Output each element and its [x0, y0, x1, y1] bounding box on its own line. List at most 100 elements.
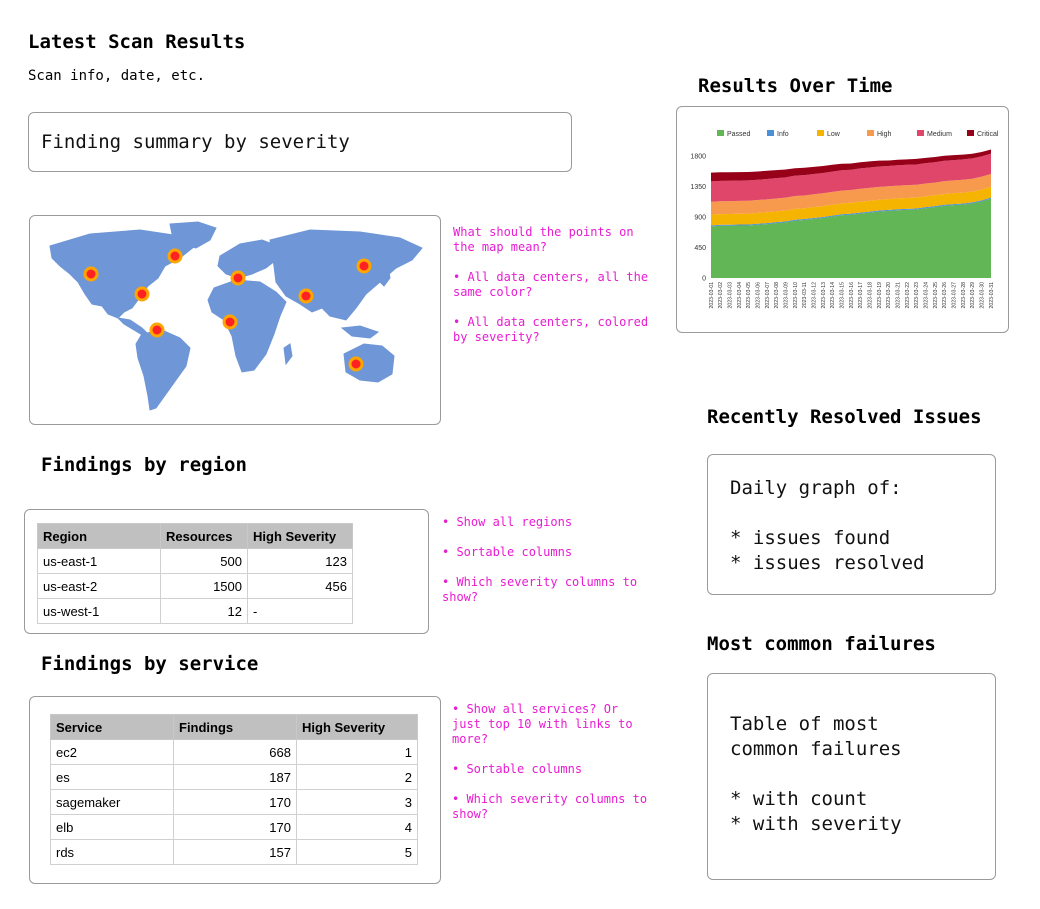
map-point-east-asia[interactable] — [356, 258, 372, 274]
map-point-europe[interactable] — [230, 270, 246, 286]
legend-label-high: High — [877, 131, 892, 138]
region-section-title: Findings by region — [41, 454, 247, 476]
madagascar-shape — [283, 343, 293, 366]
x-tick-label: 2023-03-01 — [709, 282, 715, 309]
africa-shape — [207, 279, 287, 373]
x-tick-label: 2023-03-19 — [877, 282, 883, 309]
table-row: rds 157 5 — [50, 839, 418, 865]
area-series-critical — [711, 149, 991, 182]
legend-label-medium: Medium — [927, 131, 952, 138]
region-cell: us-west-1 — [37, 598, 161, 624]
legend-swatch-high — [867, 130, 874, 136]
x-tick-label: 2023-03-08 — [774, 282, 780, 309]
x-tick-label: 2023-03-29 — [970, 282, 976, 309]
findings-cell: 157 — [173, 839, 297, 865]
legend-label-low: Low — [827, 131, 841, 138]
map-point-australia[interactable] — [348, 356, 364, 372]
service-notes: • Show all services? Or just top 10 with… — [452, 702, 652, 837]
legend-swatch-passed — [717, 130, 724, 136]
map-point-canada-east[interactable] — [167, 248, 183, 264]
world-map-panel — [29, 215, 441, 425]
region-note-2: • Sortable columns — [442, 545, 573, 559]
region-note-1: • Show all regions — [442, 515, 573, 529]
legend-swatch-critical — [967, 130, 974, 136]
findings-cell: 170 — [173, 814, 297, 840]
severity-summary-box: Finding summary by severity — [28, 112, 572, 172]
area-series-passed — [711, 198, 991, 278]
x-tick-label: 2023-03-02 — [718, 282, 724, 309]
area-series-high — [711, 173, 991, 215]
map-point-india[interactable] — [298, 288, 314, 304]
europe-shape — [217, 239, 279, 279]
map-note-option-1: • All data centers, all the same color? — [453, 270, 649, 299]
x-tick-label: 2023-03-21 — [895, 282, 901, 309]
high-severity-cell: 123 — [247, 548, 353, 574]
column-header-resources[interactable]: Resources — [160, 523, 248, 549]
map-notes: What should the points on the map mean? … — [453, 225, 653, 360]
resources-cell: 500 — [160, 548, 248, 574]
column-header-findings[interactable]: Findings — [173, 714, 297, 740]
map-point-south-america[interactable] — [149, 322, 165, 338]
x-tick-label: 2023-03-13 — [821, 282, 827, 309]
region-notes: • Show all regions • Sortable columns • … — [442, 515, 652, 620]
region-cell: us-east-2 — [37, 573, 161, 599]
x-tick-label: 2023-03-28 — [961, 282, 967, 309]
map-note-question: What should the points on the map mean? — [453, 225, 634, 254]
x-tick-label: 2023-03-17 — [858, 282, 864, 309]
table-row: us-west-1 12 - — [37, 598, 353, 624]
x-tick-label: 2023-03-15 — [839, 282, 845, 309]
findings-cell: 170 — [173, 789, 297, 815]
area-series-medium — [711, 153, 991, 202]
page-title: Latest Scan Results — [28, 31, 246, 53]
x-tick-label: 2023-03-26 — [942, 282, 948, 309]
x-tick-label: 2023-03-20 — [886, 282, 892, 309]
over-time-chart-panel: Passed Info Low High Medium Critical 0 450 900 13… — [676, 106, 1009, 333]
service-table-header: Service Findings High Severity — [50, 714, 418, 740]
y-tick-label: 1350 — [690, 184, 706, 191]
x-tick-label: 2023-03-07 — [765, 282, 771, 309]
service-cell: rds — [50, 839, 174, 865]
map-point-africa[interactable] — [222, 314, 238, 330]
table-row: us-east-2 1500 456 — [37, 573, 353, 599]
y-tick-label: 0 — [702, 276, 706, 283]
map-point-us-west[interactable] — [83, 266, 99, 282]
failures-description: Table of most common failures * with cou… — [730, 713, 902, 835]
map-point-us-east[interactable] — [134, 286, 150, 302]
resolved-description: Daily graph of: * issues found * issues … — [730, 477, 925, 574]
map-note-option-2: • All data centers, colored by severity? — [453, 315, 649, 344]
region-table-header: Region Resources High Severity — [37, 523, 353, 549]
y-tick-label: 1800 — [690, 154, 706, 161]
x-tick-label: 2023-03-14 — [830, 282, 836, 309]
legend-label-passed: Passed — [727, 131, 750, 138]
x-tick-label: 2023-03-18 — [867, 282, 873, 309]
resources-cell: 12 — [160, 598, 248, 624]
y-tick-label: 900 — [694, 215, 706, 222]
asia-shape — [269, 229, 423, 321]
x-tick-label: 2023-03-22 — [905, 282, 911, 309]
service-table: Service Findings High Severity ec2 668 1… — [50, 714, 418, 865]
x-tick-label: 2023-03-31 — [989, 282, 995, 309]
legend-label-critical: Critical — [977, 131, 999, 138]
failures-title: Most common failures — [707, 633, 936, 655]
north-america-shape — [49, 229, 196, 319]
australia-shape — [343, 343, 395, 383]
legend-swatch-medium — [917, 130, 924, 136]
region-table: Region Resources High Severity us-east-1… — [37, 523, 353, 624]
scan-info-text: Scan info, date, etc. — [28, 68, 206, 84]
x-tick-label: 2023-03-12 — [811, 282, 817, 309]
high-severity-cell: 1 — [296, 739, 418, 765]
service-table-panel: Service Findings High Severity ec2 668 1… — [29, 696, 441, 884]
service-cell: es — [50, 764, 174, 790]
legend-swatch-info — [767, 130, 774, 136]
region-table-panel: Region Resources High Severity us-east-1… — [24, 509, 429, 634]
column-header-high-severity[interactable]: High Severity — [296, 714, 418, 740]
world-map — [49, 221, 423, 411]
x-tick-label: 2023-03-10 — [793, 282, 799, 309]
table-row: es 187 2 — [50, 764, 418, 790]
column-header-high-severity[interactable]: High Severity — [247, 523, 353, 549]
column-header-region[interactable]: Region — [37, 523, 161, 549]
severity-summary-label: Finding summary by severity — [41, 131, 350, 153]
column-header-service[interactable]: Service — [50, 714, 174, 740]
resources-cell: 1500 — [160, 573, 248, 599]
x-tick-label: 2023-03-27 — [951, 282, 957, 309]
